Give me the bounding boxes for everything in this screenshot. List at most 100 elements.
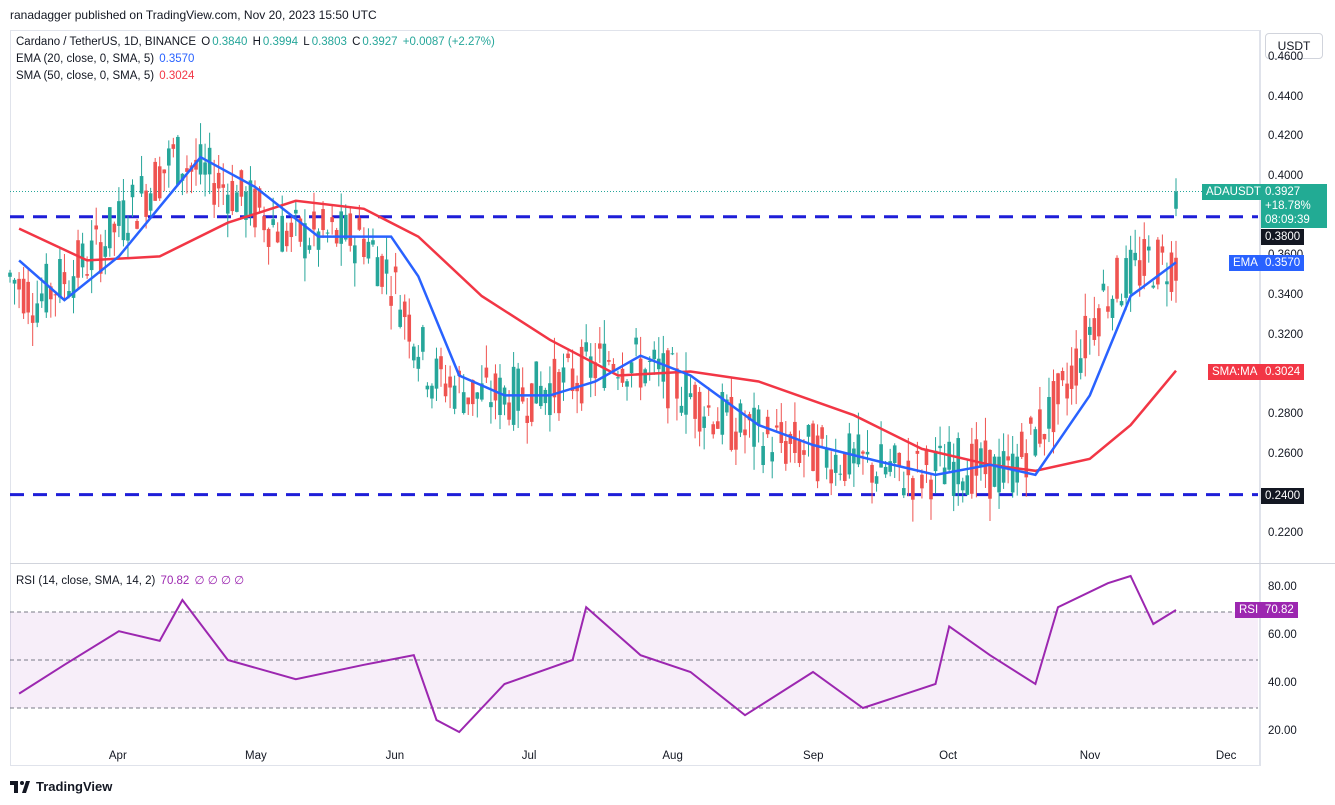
change-value: +0.0087 (+2.27%)	[402, 36, 495, 48]
symbol-title[interactable]: Cardano / TetherUS, 1D, BINANCE	[16, 36, 197, 48]
time-tick-label: Aug	[662, 750, 683, 762]
candle-body	[529, 383, 534, 422]
candle-body	[244, 191, 248, 220]
candle-body	[198, 144, 203, 175]
candle-body	[353, 245, 357, 264]
rsi-legend[interactable]: RSI (14, close, SMA, 14, 2) 70.82 ∅ ∅ ∅ …	[16, 575, 245, 587]
candle-body	[26, 281, 30, 313]
candle-body	[203, 162, 207, 175]
price-tick-label: 0.2800	[1268, 408, 1304, 421]
candle-body	[1033, 429, 1038, 456]
candle-body	[1056, 373, 1060, 405]
candle-body	[838, 473, 843, 475]
candle-body	[820, 427, 824, 439]
candle-body	[874, 476, 879, 484]
candle-body	[330, 217, 334, 223]
candle-body	[570, 368, 575, 392]
candle-body	[362, 238, 366, 258]
candle-body	[843, 452, 847, 482]
candle-body	[225, 194, 230, 214]
candle-body	[706, 405, 711, 408]
candle-body	[1074, 348, 1078, 386]
candle-body	[865, 451, 870, 455]
sma-legend[interactable]: SMA (50, close, 0, SMA, 5) 0.3024	[16, 70, 195, 82]
candle-body	[289, 222, 294, 238]
candle-body	[679, 405, 684, 413]
candle-body	[774, 425, 779, 428]
candle-body	[983, 440, 988, 475]
candle-body	[144, 190, 148, 217]
candle-body	[180, 173, 185, 181]
candle-body	[348, 213, 353, 246]
high-value: 0.3994	[262, 36, 299, 48]
candle-body	[702, 416, 706, 428]
candle-body	[765, 416, 770, 435]
candle-body	[166, 148, 171, 166]
candle-body	[1042, 433, 1047, 440]
candle-body	[461, 392, 466, 414]
price-tick-label: 0.3400	[1268, 289, 1304, 302]
currency-unit-button[interactable]: USDT	[1265, 33, 1323, 59]
candle-body	[593, 362, 598, 379]
candle-body	[734, 431, 738, 450]
candle-body	[661, 353, 666, 382]
candle-body	[239, 170, 244, 197]
rsi-tick-label: 40.00	[1268, 677, 1297, 689]
candle-body	[552, 358, 557, 398]
candle-body	[901, 488, 906, 496]
candle-body	[1137, 260, 1142, 286]
candle-body	[643, 369, 647, 384]
candle-body	[216, 172, 221, 189]
candle-body	[1083, 315, 1088, 359]
candle-body	[303, 223, 307, 259]
ema-value-tag: 0.3570	[1261, 255, 1305, 271]
candle-body	[1038, 409, 1042, 444]
candle-body	[117, 201, 121, 226]
candle-body	[371, 240, 375, 245]
candle-body	[802, 450, 806, 455]
candle-body	[1165, 281, 1169, 285]
candle-body	[112, 223, 117, 233]
candle-body	[76, 240, 80, 278]
candle-body	[1156, 239, 1160, 285]
candle-body	[343, 214, 348, 240]
candle-body	[325, 232, 330, 234]
ema-legend[interactable]: EMA (20, close, 0, SMA, 5) 0.3570	[16, 53, 195, 65]
candle-body	[1151, 285, 1156, 288]
candle-body	[39, 293, 44, 302]
candle-body	[1051, 381, 1056, 433]
candle-body	[194, 159, 198, 170]
symbol-name-tag: ADAUSDT	[1202, 184, 1265, 200]
candle-body	[915, 450, 920, 454]
candle-body	[1110, 298, 1115, 318]
candle-body	[684, 371, 688, 415]
resistance-tag: 0.3800	[1261, 229, 1305, 245]
price-axis-divider	[1260, 30, 1261, 766]
pane-divider[interactable]	[10, 563, 1335, 564]
candle-body	[1065, 383, 1069, 399]
candle-body	[85, 274, 89, 276]
candle-body	[470, 379, 475, 405]
candle-body	[1115, 257, 1119, 299]
tradingview-logo[interactable]: TradingView	[10, 779, 112, 794]
price-tick-label: 0.4400	[1268, 90, 1304, 103]
candle-body	[629, 362, 634, 374]
tradingview-logo-icon	[10, 780, 30, 793]
publisher-line: ranadagger published on TradingView.com,…	[10, 8, 377, 22]
candle-body	[525, 415, 530, 423]
candle-body	[321, 209, 325, 231]
rsi-tick-label: 20.00	[1268, 725, 1297, 737]
candle-body	[71, 276, 76, 298]
candle-body	[366, 241, 371, 259]
candle-body	[58, 258, 62, 298]
candle-body	[697, 391, 702, 432]
candle-body	[507, 402, 511, 420]
candle-body	[598, 343, 602, 349]
candle-body	[103, 246, 108, 257]
candle-body	[212, 183, 216, 205]
rsi-line	[18, 574, 1177, 734]
candle-body	[448, 376, 452, 388]
candle-body	[421, 327, 425, 352]
candle-body	[307, 245, 312, 250]
